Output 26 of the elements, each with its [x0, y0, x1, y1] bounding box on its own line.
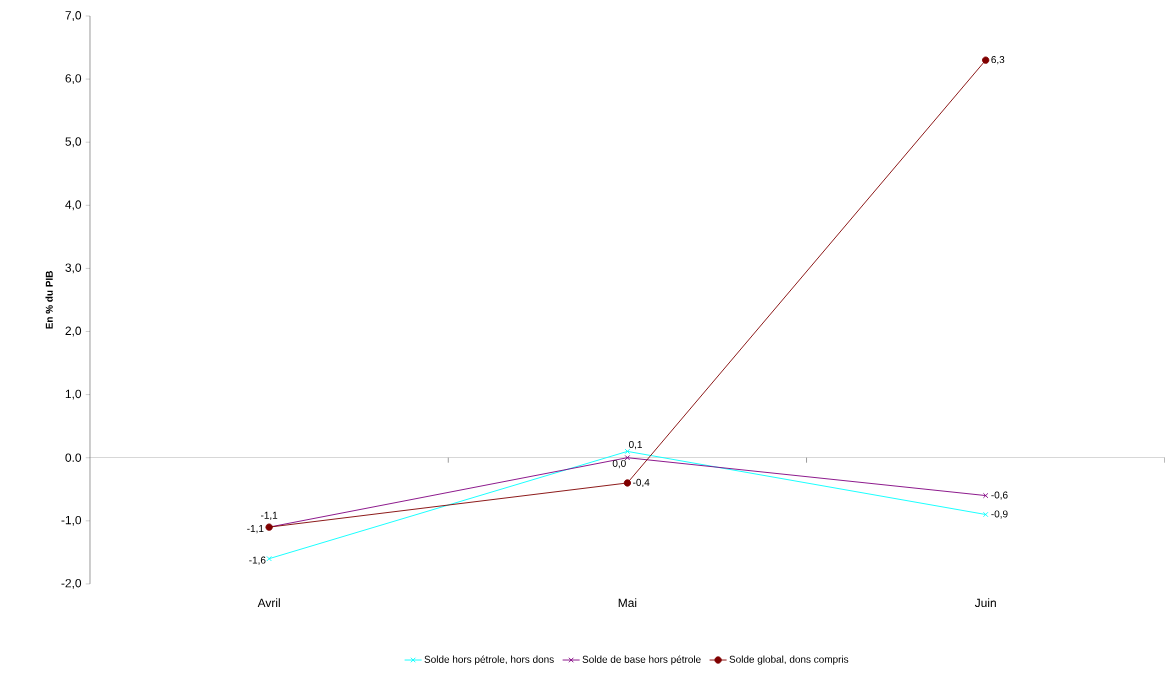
y-tick-label: -1,0 [61, 515, 82, 526]
y-axis-title: En % du PIB [45, 271, 53, 329]
data-label: -1,6 [249, 556, 266, 565]
y-tick-label: 6,0 [65, 74, 82, 85]
data-label: -0,6 [991, 491, 1008, 500]
data-label: -1,1 [260, 511, 278, 520]
y-tick-label: 5,0 [65, 137, 82, 148]
x-tick-label: Juin [974, 598, 996, 608]
y-tick-label: 7,0 [65, 11, 82, 21]
y-tick-label: 2,0 [65, 326, 82, 337]
legend-label: Solde hors pétrole, hors dons [424, 655, 554, 665]
y-tick-label: 3,0 [65, 263, 82, 274]
x-tick-label: Avril [257, 598, 280, 608]
legend-label: Solde de base hors pétrole [582, 655, 701, 665]
x-tick-label: Mai [618, 598, 637, 608]
data-label: -0,9 [991, 510, 1008, 519]
legend-label: Solde global, dons compris [729, 655, 849, 665]
data-label: -0,4 [633, 478, 650, 488]
y-tick-label: -2,0 [61, 579, 82, 589]
data-label: 6,3 [991, 56, 1005, 65]
y-tick-label: 1,0 [65, 389, 82, 400]
data-label: 0,1 [628, 441, 642, 450]
y-tick-label: 4,0 [65, 200, 82, 211]
y-tick-label: 0.0 [65, 453, 82, 462]
data-label: -1,1 [247, 525, 264, 534]
data-label: 0,0 [612, 459, 626, 469]
